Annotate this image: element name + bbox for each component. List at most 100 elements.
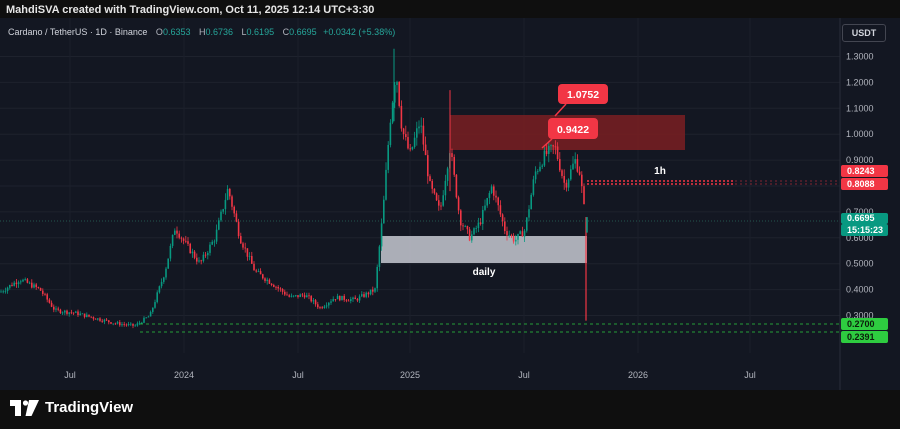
candle-body — [9, 284, 11, 288]
low-value: 0.6195 — [246, 27, 275, 37]
candle-body — [185, 240, 187, 242]
candle-body — [567, 179, 570, 188]
candle-body — [405, 134, 407, 138]
candle-body — [130, 323, 132, 325]
candle-body — [284, 291, 286, 295]
candle-body — [264, 278, 266, 281]
candle-body — [413, 137, 416, 148]
candle-body — [138, 322, 141, 324]
candle-body — [482, 209, 484, 224]
candle-body — [213, 241, 216, 243]
time-tick-label: Jul — [518, 370, 530, 380]
candle-body — [537, 170, 539, 172]
currency-button[interactable]: USDT — [842, 24, 886, 42]
candle-body — [66, 310, 68, 314]
candle-body — [541, 165, 543, 167]
candle-body — [444, 180, 447, 196]
candle-body — [134, 325, 136, 327]
candle-body — [277, 286, 279, 289]
candle-body — [79, 313, 81, 316]
candle-body — [125, 324, 128, 326]
price-tick-label: 1.2000 — [846, 77, 874, 87]
callout-high[interactable]: 1.0752 — [554, 84, 608, 117]
candle-body — [532, 179, 535, 195]
candle-body — [198, 260, 200, 262]
candle-body — [339, 295, 341, 301]
candle-body — [176, 230, 178, 234]
candle-body — [94, 318, 97, 320]
candle-body — [563, 175, 565, 183]
candle-body — [343, 295, 345, 300]
candle-body — [145, 317, 147, 319]
price-tick-label: 0.3000 — [846, 311, 874, 321]
candle-body — [486, 198, 488, 206]
candle-body — [207, 252, 209, 256]
candle-body — [475, 228, 477, 229]
candle-body — [440, 205, 442, 207]
candle-body — [235, 213, 238, 222]
candle-body — [429, 176, 431, 181]
candle-body — [0, 291, 2, 293]
price-label-text: 0.8088 — [847, 179, 875, 189]
candle-body — [550, 145, 552, 147]
brand[interactable]: TradingView — [10, 399, 133, 416]
chart-credit: MahdiSVA created with TradingView.com, O… — [6, 4, 375, 16]
price-label-box — [841, 165, 888, 177]
price-chart[interactable]: 1.0752 0.9422 1h daily 1.3000 1.2000 1.100… — [0, 18, 900, 390]
label-1h: 1h — [654, 166, 666, 177]
candle-body — [233, 206, 235, 214]
candle-body — [220, 211, 222, 221]
zones — [381, 115, 685, 263]
candle-body — [543, 150, 546, 166]
callout-mid[interactable]: 0.9422 — [541, 118, 598, 149]
candle-body — [398, 81, 400, 106]
chart-panel[interactable]: 1.0752 0.9422 1h daily 1.3000 1.2000 1.100… — [0, 18, 900, 390]
candle-body — [358, 296, 361, 301]
candle-body — [279, 288, 282, 290]
candles — [0, 48, 588, 329]
candle-body — [574, 159, 576, 164]
candle-body — [411, 147, 414, 150]
candle-body — [446, 168, 449, 181]
candle-body — [158, 286, 161, 293]
candle-body — [499, 205, 502, 215]
candle-body — [97, 318, 99, 320]
candle-body — [26, 279, 29, 283]
candle-body — [306, 295, 308, 298]
candle-body — [28, 282, 31, 284]
candle-body — [182, 238, 185, 241]
candle-body — [286, 294, 288, 296]
candle-body — [394, 85, 396, 103]
candle-body — [484, 205, 486, 210]
candle-body — [416, 128, 418, 138]
candle-body — [103, 319, 106, 322]
candle-body — [108, 320, 110, 323]
candle-body — [77, 311, 79, 316]
candle-body — [281, 289, 284, 292]
candle-body — [64, 310, 66, 313]
candle-body — [15, 282, 18, 285]
candle-body — [99, 318, 101, 321]
price-tick-label: 0.6000 — [846, 233, 874, 243]
candle-body — [420, 125, 422, 127]
price-tick-label: 1.0000 — [846, 129, 874, 139]
candle-body — [202, 254, 205, 262]
brand-name: TradingView — [45, 399, 134, 416]
candle-body — [479, 222, 482, 224]
candle-body — [387, 144, 389, 170]
candle-body — [515, 239, 517, 242]
candle-body — [248, 256, 251, 257]
candle-body — [180, 237, 183, 239]
close-value: 0.6695 — [289, 27, 317, 37]
symbol-title[interactable]: Cardano / TetherUS · 1D · Binance — [8, 27, 148, 37]
candle-body — [385, 169, 387, 200]
candle-body — [119, 322, 121, 326]
candle-body — [92, 317, 95, 319]
candle-body — [435, 193, 438, 201]
candle-body — [477, 222, 480, 229]
candle-body — [70, 312, 73, 314]
candle-body — [262, 274, 264, 279]
candle-body — [314, 300, 317, 305]
time-tick-label: Jul — [744, 370, 756, 380]
candle-body — [171, 234, 174, 246]
